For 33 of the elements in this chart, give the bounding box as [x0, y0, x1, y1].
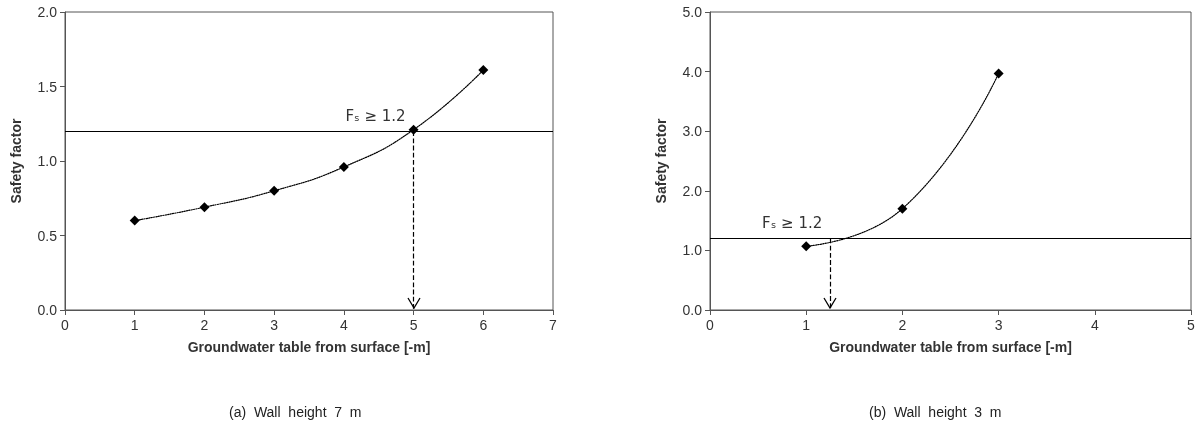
x-tick-label: 1	[802, 317, 811, 333]
x-tick-label: 5	[1187, 317, 1196, 333]
x-tick-label: 2	[898, 317, 907, 333]
x-axis-title: Groundwater table from surface [-m]	[187, 339, 431, 355]
x-tick-label: 2	[200, 317, 209, 333]
x-tick-label: 5	[409, 317, 418, 333]
text: (a) Wall height 7 m	[229, 404, 362, 420]
y-tick-label: 0.0	[682, 302, 703, 318]
x-tick-label: 4	[339, 317, 348, 333]
x-tick-label: 6	[479, 317, 488, 333]
ref-line-label: Fₛ ≥ 1.2	[762, 213, 823, 232]
y-tick-label: 1.0	[37, 153, 58, 169]
x-tick-label: 3	[270, 317, 279, 333]
y-axis-title: Safety factor	[8, 118, 24, 204]
x-tick-label: 3	[994, 317, 1003, 333]
x-tick-label: 0	[706, 317, 715, 333]
y-tick-label: 3.0	[682, 123, 703, 140]
x-tick-label: 1	[130, 317, 139, 333]
y-tick-label: 1.0	[682, 242, 703, 259]
x-axis-title: Groundwater table from surface [-m]	[829, 339, 1072, 355]
x-tick-label: 0	[61, 317, 70, 333]
y-tick-label: 4.0	[682, 63, 703, 80]
y-tick-label: 2.0	[682, 182, 703, 199]
text: (b) Wall height 3 m	[869, 404, 1002, 420]
ref-line-label: Fₛ ≥ 1.2	[345, 106, 406, 125]
x-tick-label: 7	[549, 317, 558, 333]
y-tick-label: 0.5	[37, 227, 58, 244]
y-tick-label: 2.0	[37, 4, 58, 20]
x-tick-label: 4	[1090, 317, 1099, 333]
y-tick-label: 5.0	[682, 4, 703, 20]
y-axis-title: Safety factor	[653, 118, 669, 204]
y-tick-label: 0.0	[37, 302, 58, 318]
y-tick-label: 1.5	[37, 78, 58, 95]
